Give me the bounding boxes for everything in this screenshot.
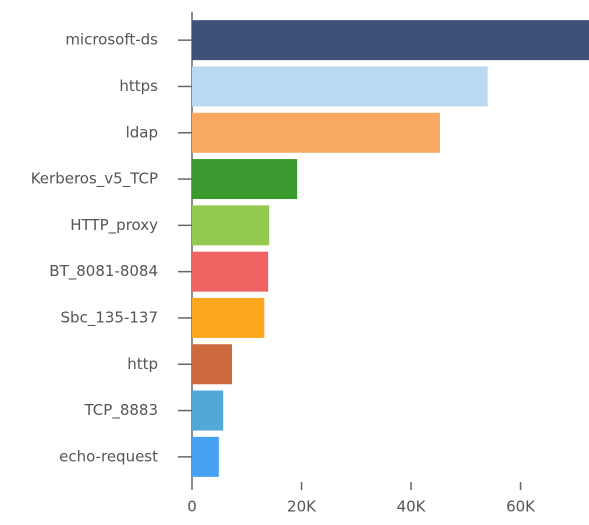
y-tick-label: BT_8081-8084 [49,262,158,281]
y-tick-label: Sbc_135-137 [61,308,158,327]
bar [192,66,488,107]
bar [192,112,441,153]
y-tick-label: Kerberos_v5_TCP [31,170,158,189]
x-tick-label: 0 [187,498,197,516]
bar [192,297,265,338]
y-tick-label: http [127,355,158,373]
y-tick-label: ldap [126,123,158,141]
bar [192,159,298,200]
y-tick-label: HTTP_proxy [70,216,158,235]
bar [192,205,270,246]
bar [192,436,219,477]
x-tick-label: 60K [506,498,536,516]
y-tick-label: microsoft-ds [65,31,158,49]
y-tick-label: https [119,77,158,95]
x-tick-label: 20K [287,498,317,516]
y-tick-label: TCP_8883 [84,401,158,420]
x-tick-label: 40K [397,498,427,516]
bar [192,390,224,431]
bar [192,251,269,292]
y-tick-label: echo-request [59,447,158,465]
bar [192,20,589,61]
bar [192,344,232,385]
